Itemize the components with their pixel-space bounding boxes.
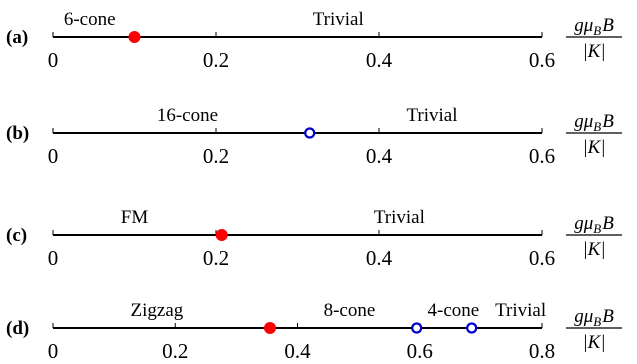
tick-label: 0.6 — [529, 48, 555, 72]
unit-field: B — [602, 306, 614, 327]
phase-label: Trivial — [495, 300, 546, 321]
axis-unit-denominator: |K| — [582, 41, 605, 62]
unit-field: B — [602, 15, 614, 36]
unit-subscript: B — [593, 23, 601, 38]
phase-label: 6-cone — [64, 9, 116, 30]
transition-point-filled — [128, 31, 141, 43]
tick-label: 0 — [48, 246, 59, 270]
phase-label: Trivial — [313, 9, 364, 30]
axis-unit-numerator: gμBB — [574, 111, 614, 134]
unit-field: B — [602, 213, 614, 234]
transition-point-filled — [263, 322, 276, 334]
tick-label: 0 — [48, 48, 59, 72]
panel-label: (a) — [6, 27, 28, 48]
transition-point-filled — [215, 229, 228, 241]
unit-g-mu: gμ — [574, 15, 593, 36]
tick-label: 0.2 — [203, 246, 229, 270]
unit-g-mu: gμ — [574, 111, 593, 132]
unit-field: B — [602, 111, 614, 132]
panel-label: (d) — [6, 318, 29, 339]
tick-label: 0.4 — [366, 48, 393, 72]
transition-point-open — [304, 127, 316, 139]
unit-subscript: B — [593, 221, 601, 236]
tick-label: 0.2 — [203, 48, 229, 72]
phase-label: 16-cone — [157, 105, 218, 126]
phase-label: Zigzag — [131, 300, 184, 321]
axis-unit-denominator: |K| — [582, 137, 605, 158]
unit-subscript: B — [593, 119, 601, 134]
tick-label: 0.4 — [366, 144, 393, 168]
phase-label: Trivial — [406, 105, 457, 126]
tick-label: 0.6 — [529, 144, 555, 168]
transition-point-open — [411, 322, 423, 334]
tick-label: 0.2 — [162, 339, 188, 363]
panel-2: (b)0 0.2 0.4 0.616-cone Trivial gμBB|K| — [6, 105, 622, 168]
transition-point-open — [466, 322, 478, 334]
axis-unit-denominator: |K| — [582, 332, 605, 353]
panel-4: (d) 0 0.2 0.4 0.6 0.8 Zigzag 8-cone 4-cone Trivia… — [6, 300, 622, 363]
tick-label: 0.6 — [529, 246, 555, 270]
phase-label: 4-cone — [428, 300, 480, 321]
tick-label: 0.4 — [366, 246, 393, 270]
axis-unit-numerator: gμBB — [574, 15, 614, 38]
panel-label: (b) — [6, 123, 29, 144]
tick-label: 0 — [48, 339, 59, 363]
tick-label: 0.2 — [203, 144, 229, 168]
phase-label: FM — [121, 207, 149, 228]
panel-1: (a)0 0.2 0.4 0.66-cone Trivial gμBB|K| — [6, 9, 622, 72]
phase-label: Trivial — [374, 207, 425, 228]
unit-g-mu: gμ — [574, 213, 593, 234]
panel-3: (c)0 0.2 0.4 0.6FM Trivial gμBB|K| — [6, 207, 622, 270]
axis-unit-denominator: |K| — [582, 239, 605, 260]
axis-unit-numerator: gμBB — [574, 213, 614, 236]
unit-g-mu: gμ — [574, 306, 593, 327]
tick-label: 0.8 — [529, 339, 555, 363]
tick-label: 0.6 — [407, 339, 433, 363]
tick-label: 0.4 — [284, 339, 311, 363]
phase-label: 8-cone — [324, 300, 376, 321]
unit-subscript: B — [593, 314, 601, 329]
tick-label: 0 — [48, 144, 59, 168]
axis-unit-numerator: gμBB — [574, 306, 614, 329]
panel-label: (c) — [6, 225, 27, 246]
